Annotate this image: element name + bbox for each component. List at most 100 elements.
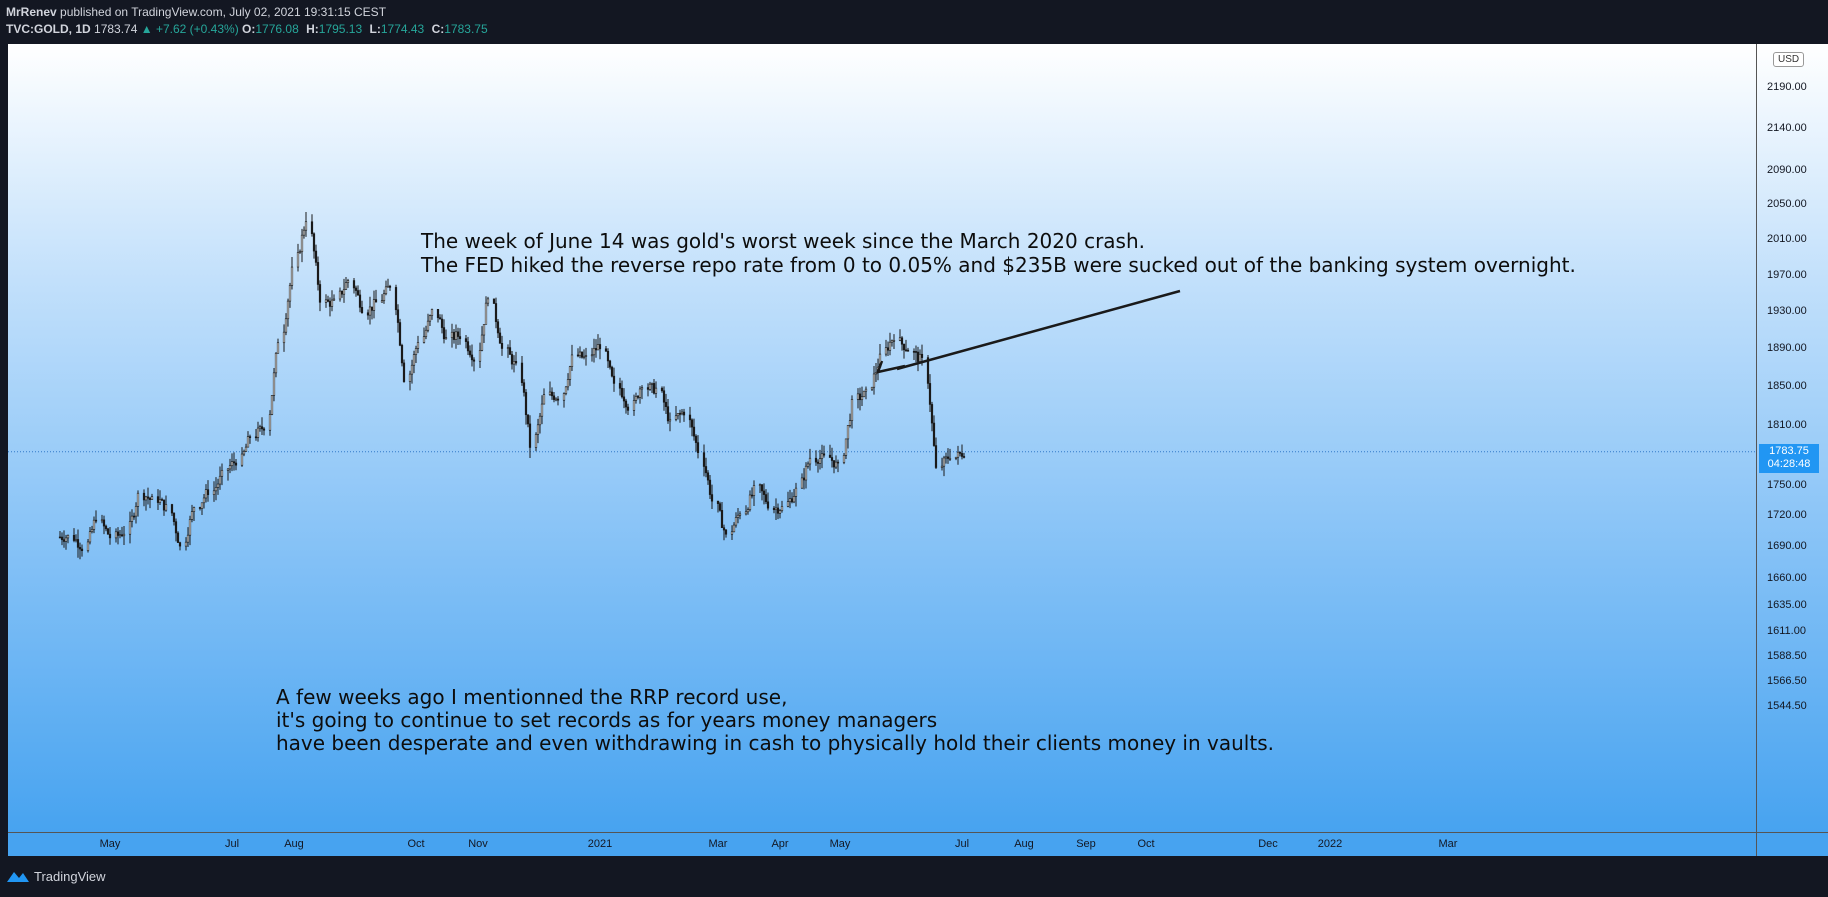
candle-body xyxy=(652,383,656,394)
candles-svg xyxy=(8,211,1756,560)
price-tick-label: 2090.00 xyxy=(1767,163,1807,176)
candle-body xyxy=(900,337,904,345)
candle-body xyxy=(842,455,846,463)
candle-body xyxy=(870,386,874,390)
candle-body xyxy=(394,287,398,311)
candle-body xyxy=(764,494,768,503)
candle-body xyxy=(804,465,808,481)
candle-body xyxy=(946,456,950,459)
author-name[interactable]: MrRenev xyxy=(6,5,57,19)
candle-body xyxy=(204,489,208,499)
chart-plot-area[interactable]: The week of June 14 was gold's worst wee… xyxy=(8,44,1756,832)
time-tick-label: Jul xyxy=(224,838,240,850)
candle-body xyxy=(244,446,248,452)
candle-body xyxy=(430,308,434,316)
candle-body xyxy=(482,324,486,336)
candle-body xyxy=(220,469,224,477)
candle-body xyxy=(212,490,216,495)
candle-body xyxy=(818,458,822,464)
price-tick-label: 1611.00 xyxy=(1767,625,1806,638)
candle-body xyxy=(486,298,490,304)
candle-body xyxy=(370,306,374,311)
candle-body xyxy=(440,318,444,328)
price-tick-label: 1588.50 xyxy=(1767,650,1807,663)
brand-name[interactable]: TradingView xyxy=(34,869,106,884)
last-price: 1783.74 xyxy=(94,22,138,36)
candle-body xyxy=(792,496,796,503)
candle-body xyxy=(254,436,258,439)
candle-body xyxy=(162,499,166,511)
candle-body xyxy=(928,383,932,405)
candle-body xyxy=(624,400,628,408)
candle-body xyxy=(914,351,918,353)
candle-body xyxy=(828,454,832,458)
candle-body xyxy=(408,373,412,382)
footer-bar: TradingView xyxy=(0,856,1828,897)
candle-body xyxy=(410,364,414,375)
candle-body xyxy=(520,362,524,383)
candle-body xyxy=(522,382,526,393)
time-tick-label: Dec xyxy=(1258,838,1278,850)
candle-body xyxy=(450,331,454,338)
candle-body xyxy=(542,394,546,405)
candle-body xyxy=(592,348,596,356)
candle-body xyxy=(412,354,416,366)
candle-body xyxy=(608,360,612,368)
candle-body xyxy=(864,388,868,392)
price-tick-label: 1810.00 xyxy=(1767,418,1807,431)
candle-body xyxy=(634,395,638,401)
annotation-bottom[interactable]: A few weeks ago I mentionned the RRP rec… xyxy=(276,685,1274,755)
candle-body xyxy=(142,492,146,501)
candle-body xyxy=(368,306,372,316)
candle-body xyxy=(234,462,238,466)
price-axis[interactable]: USD 1783.75 04:28:48 2190.00 2140.00 2090.… xyxy=(1756,44,1828,832)
candle-body xyxy=(778,510,782,514)
candle-body xyxy=(358,294,362,308)
candle-body xyxy=(848,420,852,426)
candle-body xyxy=(554,398,558,401)
candle-body xyxy=(396,309,400,323)
candle-body xyxy=(256,427,260,438)
currency-badge[interactable]: USD xyxy=(1773,52,1805,67)
candle-body xyxy=(344,282,348,290)
candle-body xyxy=(102,519,106,527)
candle-body xyxy=(498,332,502,344)
candle-body xyxy=(230,461,234,467)
candle-body xyxy=(664,401,668,407)
time-axis[interactable]: May Jul Aug Oct Nov 2021 Mar Apr May Jul Aug Sep Oct… xyxy=(8,832,1756,857)
candle-body xyxy=(452,331,456,340)
symbol-label[interactable]: TVC:GOLD, 1D xyxy=(6,22,91,36)
candle-body xyxy=(538,415,542,426)
candle-body xyxy=(66,534,70,539)
candle-body xyxy=(920,353,924,358)
candle-body xyxy=(678,413,682,415)
candle-body xyxy=(134,506,138,517)
annotation-top[interactable]: The week of June 14 was gold's worst wee… xyxy=(421,229,1576,277)
candle-body xyxy=(80,548,84,552)
last-price-tag-value: 1783.75 xyxy=(1769,444,1809,457)
candle-body xyxy=(598,344,602,350)
candle-body xyxy=(512,361,516,365)
candle-body xyxy=(494,303,498,323)
candle-body xyxy=(386,285,390,288)
candle-body xyxy=(550,391,554,397)
candle-body xyxy=(128,521,132,535)
candle-body xyxy=(760,484,764,492)
price-tick-label: 1750.00 xyxy=(1767,478,1807,491)
candle-body xyxy=(916,351,920,362)
candle-body xyxy=(650,383,654,385)
candle-body xyxy=(730,531,734,535)
candle-body xyxy=(552,395,556,400)
candle-body xyxy=(830,457,834,461)
candle-body xyxy=(108,533,112,539)
candle-body xyxy=(562,393,566,401)
candle-body xyxy=(198,507,202,509)
time-tick-label: Sep xyxy=(1076,838,1096,850)
candle-body xyxy=(704,466,708,474)
candle-body xyxy=(844,438,848,456)
candle-body xyxy=(288,285,292,302)
candle-body xyxy=(702,452,706,467)
ohlc-legend: TVC:GOLD, 1D 1783.74 ▲ +7.62 (+0.43%) O:… xyxy=(6,22,492,36)
candle-body xyxy=(962,456,966,458)
candle-body xyxy=(710,494,714,502)
